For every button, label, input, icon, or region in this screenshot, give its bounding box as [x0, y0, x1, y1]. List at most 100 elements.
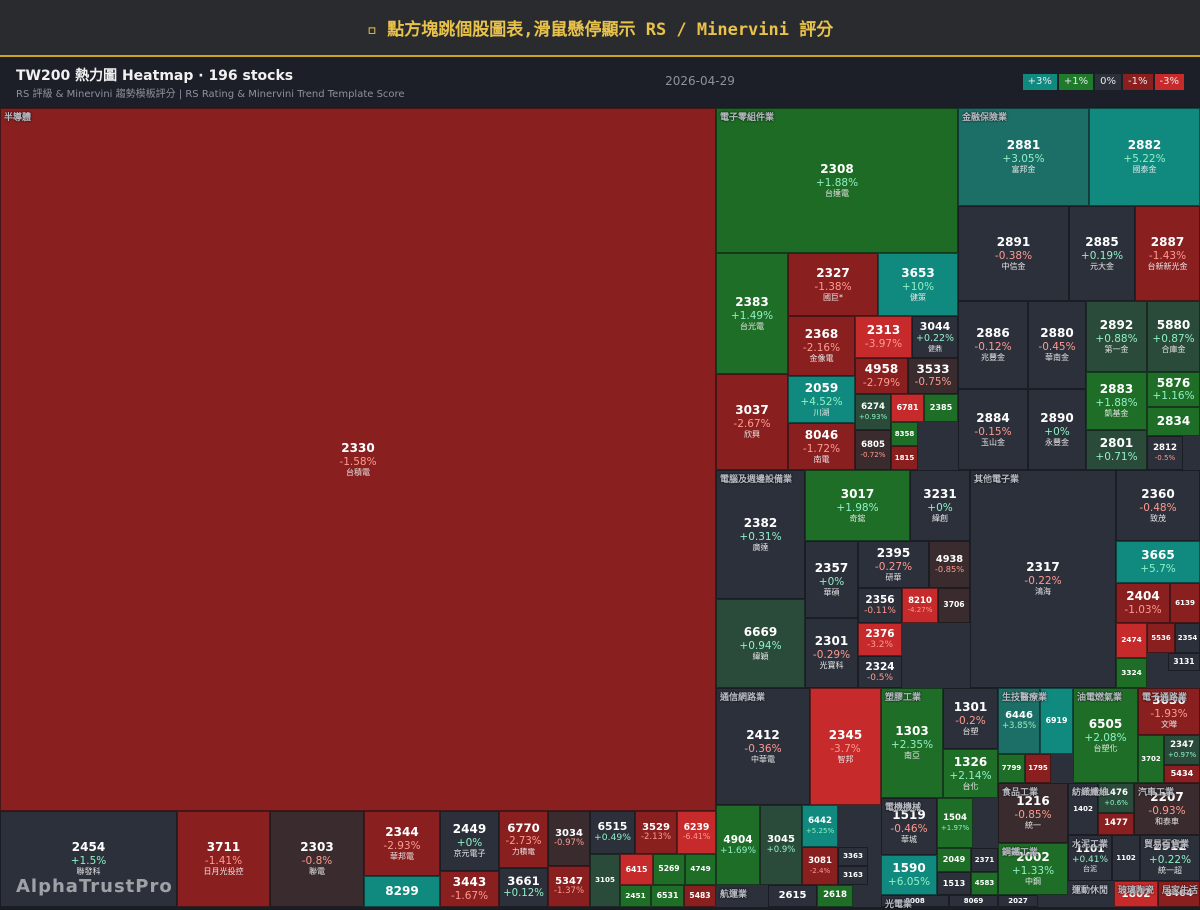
stock-tile[interactable]: 6274 +0.93% [855, 394, 891, 430]
stock-tile[interactable]: 2317 -0.22% 鴻海 [970, 470, 1116, 688]
stock-tile[interactable]: 2886 -0.12% 兆豐金 [958, 301, 1028, 389]
stock-tile[interactable]: 2882 +5.22% 國泰金 [1089, 108, 1200, 206]
stock-tile[interactable]: 5269 [653, 854, 685, 885]
stock-tile[interactable]: 6442 +5.25% [802, 805, 838, 847]
stock-tile[interactable]: 1504 +1.97% [937, 798, 973, 848]
stock-tile[interactable]: 3324 [1116, 658, 1147, 688]
stock-tile[interactable]: 2892 +0.88% 第一金 [1086, 301, 1147, 372]
stock-tile[interactable]: 3443 -1.67% [440, 871, 499, 907]
stock-tile[interactable]: 6781 [891, 394, 924, 422]
stock-tile[interactable]: 1795 [1025, 754, 1051, 783]
stock-tile[interactable]: 3363 [838, 847, 868, 866]
stock-tile[interactable]: 3231 +0% 緯創 [910, 470, 970, 541]
stock-tile[interactable]: 2834 [1147, 407, 1200, 436]
stock-tile[interactable]: 2327 -1.38% 國巨* [788, 253, 878, 316]
stock-tile[interactable]: 5880 +0.87% 合庫金 [1147, 301, 1200, 372]
stock-tile[interactable]: 3665 +5.7% [1116, 541, 1200, 583]
stock-tile[interactable]: 4938 -0.85% [929, 541, 970, 588]
stock-tile[interactable]: 8299 [364, 876, 440, 907]
stock-tile[interactable]: 2376 -3.2% [858, 623, 902, 656]
stock-tile[interactable]: 1303 +2.35% 南亞 [881, 688, 943, 798]
stock-tile[interactable]: 3529 -2.13% [635, 811, 677, 854]
stock-tile[interactable]: 3036 -1.93% 文曄 [1138, 688, 1200, 735]
stock-tile[interactable]: 2883 +1.88% 凱基金 [1086, 372, 1147, 430]
stock-tile[interactable]: 5536 [1147, 623, 1175, 653]
stock-tile[interactable]: 6515 +0.49% [590, 811, 635, 854]
stock-tile[interactable]: 3702 [1138, 735, 1164, 783]
stock-tile[interactable]: 1802 [1114, 881, 1158, 907]
stock-tile[interactable]: 2412 -0.36% 中華電 [716, 688, 810, 805]
stock-tile[interactable]: 8046 -1.72% 南電 [788, 423, 855, 470]
stock-tile[interactable]: 2395 -0.27% 研華 [858, 541, 929, 588]
stock-tile[interactable]: 1326 +2.14% 台化 [943, 749, 998, 798]
stock-tile[interactable]: 2313 -3.97% [855, 316, 912, 358]
stock-tile[interactable]: 1402 [1068, 783, 1098, 835]
stock-tile[interactable]: 3533 -0.75% [908, 358, 958, 394]
stock-tile[interactable]: 2385 [924, 394, 958, 422]
stock-tile[interactable]: 2618 [817, 885, 853, 907]
stock-tile[interactable]: 5347 -1.37% [548, 866, 590, 907]
stock-tile[interactable]: 1477 [1098, 813, 1134, 835]
stock-tile[interactable]: 3163 [838, 866, 868, 885]
stock-tile[interactable]: 2059 +4.52% 川湖 [788, 376, 855, 423]
stock-tile[interactable]: 1590 +6.05% [881, 855, 937, 895]
stock-tile[interactable]: 4583 [971, 872, 998, 895]
stock-tile[interactable]: 6770 -2.73% 力積電 [499, 811, 548, 868]
stock-tile[interactable]: 1216 -0.85% 統一 [998, 783, 1068, 843]
stock-tile[interactable]: 2027 [998, 895, 1038, 907]
stock-tile[interactable]: 6505 +2.08% 台塑化 [1073, 688, 1138, 783]
stock-tile[interactable]: 2382 +0.31% 廣達 [716, 470, 805, 599]
stock-tile[interactable]: 6669 +0.94% 緯穎 [716, 599, 805, 688]
stock-tile[interactable]: 2308 +1.88% 台達電 [716, 108, 958, 253]
stock-tile[interactable]: 2887 -1.43% 台新新光金 [1135, 206, 1200, 301]
stock-tile[interactable]: 1301 -0.2% 台塑 [943, 688, 998, 749]
stock-tile[interactable]: 6139 [1170, 583, 1200, 623]
stock-tile[interactable]: 2368 -2.16% 金像電 [788, 316, 855, 376]
stock-tile[interactable]: 2912 +0.22% 統一超 [1140, 835, 1200, 881]
stock-tile[interactable]: 3131 [1168, 653, 1200, 671]
stock-tile[interactable]: 2354 [1175, 623, 1200, 653]
stock-tile[interactable]: 1513 [937, 872, 971, 895]
stock-tile[interactable]: 2404 -1.03% [1116, 583, 1170, 623]
stock-tile[interactable]: 2885 +0.19% 元大金 [1069, 206, 1135, 301]
stock-tile[interactable]: 3045 +0.9% [760, 805, 802, 885]
stock-tile[interactable]: 8210 -4.27% [902, 588, 938, 623]
stock-tile[interactable]: 2884 -0.15% 玉山金 [958, 389, 1028, 470]
stock-tile[interactable]: 3034 -0.97% [548, 811, 590, 866]
stock-tile[interactable]: 6919 [1040, 688, 1073, 754]
stock-tile[interactable]: 4749 [685, 854, 716, 885]
stock-tile[interactable]: 2891 -0.38% 中信金 [958, 206, 1069, 301]
stock-tile[interactable]: 6805 -0.72% [855, 430, 891, 470]
stock-tile[interactable]: 2301 -0.29% 光寶科 [805, 618, 858, 688]
stock-tile[interactable]: 2360 -0.48% 致茂 [1116, 470, 1200, 541]
stock-tile[interactable]: 3661 +0.12% [499, 868, 548, 907]
stock-tile[interactable]: 3008 [881, 895, 949, 907]
stock-tile[interactable]: 8069 [949, 895, 998, 907]
stock-tile[interactable]: 2371 [971, 848, 998, 872]
stock-tile[interactable]: 8358 [891, 422, 918, 446]
stock-tile[interactable]: 2344 -2.93% 華邦電 [364, 811, 440, 876]
stock-tile[interactable]: 2357 +0% 華碩 [805, 541, 858, 618]
stock-tile[interactable]: 7799 [998, 754, 1025, 783]
stock-tile[interactable]: 6415 [620, 854, 653, 885]
stock-tile[interactable]: 2880 -0.45% 華南金 [1028, 301, 1086, 389]
stock-tile[interactable]: 2345 -3.7% 智邦 [810, 688, 881, 805]
stock-tile[interactable]: 3044 +0.22% 健鼎 [912, 316, 958, 358]
stock-tile[interactable]: 3017 +1.98% 奇鋐 [805, 470, 910, 541]
stock-tile[interactable]: 3081 -2.4% [802, 847, 838, 885]
stock-tile[interactable]: 5876 +1.16% [1147, 372, 1200, 407]
stock-tile[interactable]: 2330 -1.58% 台積電 [0, 108, 716, 811]
stock-tile[interactable]: 1101 +0.41% 台泥 [1068, 835, 1112, 881]
stock-tile[interactable]: 2449 +0% 京元電子 [440, 811, 499, 871]
stock-tile[interactable]: 2383 +1.49% 台光電 [716, 253, 788, 374]
stock-tile[interactable]: 2890 +0% 永豐金 [1028, 389, 1086, 470]
stock-tile[interactable]: 4904 +1.69% [716, 805, 760, 885]
stock-tile[interactable]: 1476 +0.6% [1098, 783, 1134, 813]
stock-tile[interactable]: 3653 +10% 健策 [878, 253, 958, 316]
stock-tile[interactable]: 2002 +1.33% 中鋼 [998, 843, 1068, 895]
stock-tile[interactable]: 2347 +0.97% [1164, 735, 1200, 765]
stock-tile[interactable]: 3706 [938, 588, 970, 623]
stock-tile[interactable]: 6239 -6.41% [677, 811, 716, 854]
stock-tile[interactable]: 3037 -2.67% 欣興 [716, 374, 788, 470]
stock-tile[interactable]: 2303 -0.8% 聯電 [270, 811, 364, 907]
